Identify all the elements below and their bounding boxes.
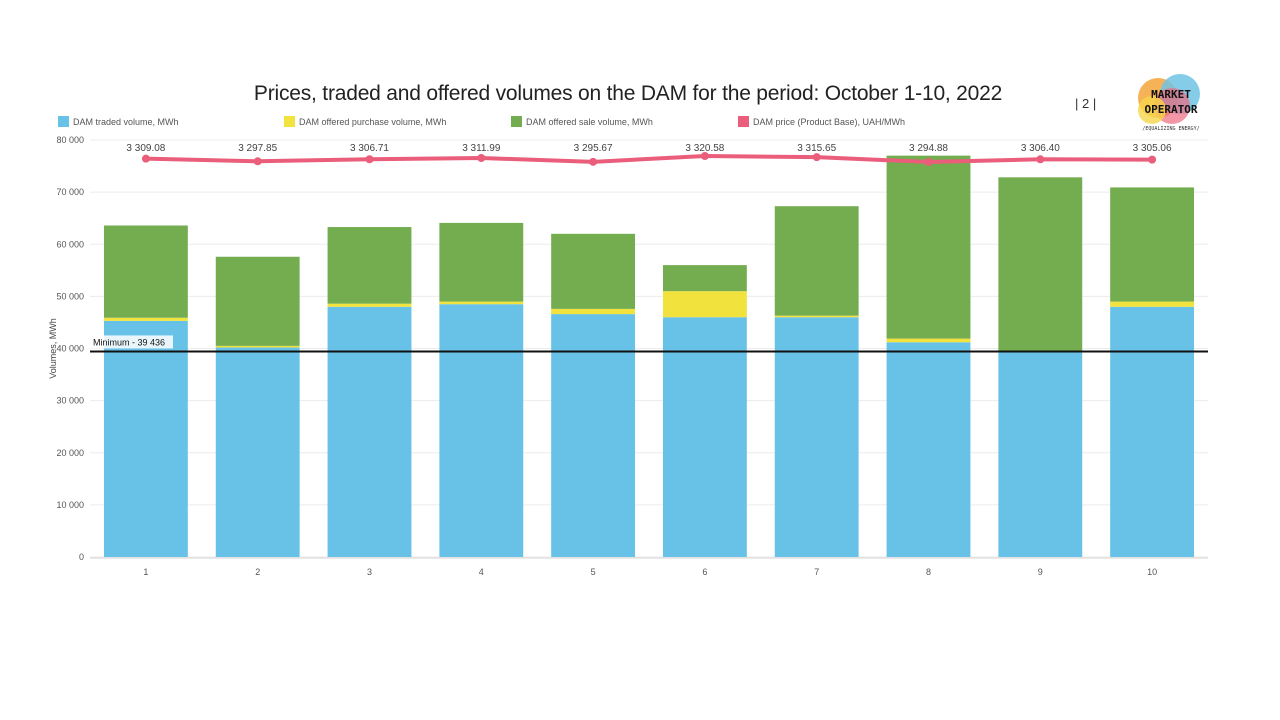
bar-segment-sale <box>551 233 636 309</box>
bar-segment-sale <box>1110 187 1195 302</box>
price-label: 3 295.67 <box>574 143 613 154</box>
bar-segment-traded <box>1110 306 1195 557</box>
bar-segment-sale <box>327 227 412 304</box>
price-point <box>589 157 598 166</box>
y-tick-label: 50 000 <box>56 291 84 301</box>
price-point <box>141 154 150 163</box>
legend-swatch <box>511 116 522 127</box>
legend-item-price: DAM price (Product Base), UAH/MWh <box>738 116 905 127</box>
y-tick-label: 20 000 <box>56 448 84 458</box>
legend-label: DAM traded volume, MWh <box>73 116 179 127</box>
price-label: 3 320.58 <box>685 143 724 154</box>
y-tick-label: 30 000 <box>56 396 84 406</box>
bar-segment-sale <box>662 265 747 292</box>
x-tick-label: 6 <box>702 567 707 577</box>
bar-segment-traded <box>998 351 1083 557</box>
minimum-label: Minimum - 39 436 <box>93 337 165 347</box>
x-tick-label: 8 <box>926 567 931 577</box>
bar-segment-sale <box>998 177 1083 352</box>
x-tick-label: 3 <box>367 567 372 577</box>
bar-segment-sale <box>886 155 971 339</box>
bar-segment-purchase <box>886 338 971 343</box>
x-tick-label: 4 <box>479 567 484 577</box>
bar-segment-purchase <box>103 317 188 321</box>
bar-segment-purchase <box>1110 301 1195 307</box>
price-point <box>700 152 709 160</box>
bar-segment-traded <box>439 304 524 557</box>
chart-legend: DAM traded volume, MWh DAM offered purch… <box>58 116 1058 132</box>
price-point <box>812 153 821 162</box>
price-point <box>1036 155 1045 164</box>
x-tick-label: 10 <box>1147 567 1157 577</box>
price-label: 3 305.06 <box>1133 143 1172 154</box>
price-label: 3 309.08 <box>126 143 165 154</box>
y-tick-label: 0 <box>79 552 84 562</box>
x-tick-label: 9 <box>1038 567 1043 577</box>
price-point <box>1148 155 1157 164</box>
bar-segment-purchase <box>551 308 636 315</box>
logo-line-2: OPERATOR <box>1145 103 1198 116</box>
price-point <box>924 158 933 166</box>
y-axis-label: Volumes, MWh <box>48 318 58 379</box>
bar-segment-traded <box>662 317 747 557</box>
legend-label: DAM offered sale volume, MWh <box>526 116 653 127</box>
price-label: 3 306.71 <box>350 143 389 154</box>
legend-swatch <box>738 116 749 127</box>
y-tick-label: 60 000 <box>56 239 84 249</box>
bar-segment-traded <box>327 306 412 557</box>
y-tick-label: 70 000 <box>56 187 84 197</box>
x-tick-label: 2 <box>255 567 260 577</box>
y-tick-label: 80 000 <box>56 135 84 145</box>
bar-segment-purchase <box>439 301 524 305</box>
x-tick-label: 1 <box>143 567 148 577</box>
price-label: 3 315.65 <box>797 143 836 154</box>
price-label: 3 294.88 <box>909 143 948 154</box>
logo-line-3: /EQUALIZING ENERGY/ <box>1142 126 1199 132</box>
bar-segment-traded <box>886 342 971 557</box>
bar-segment-traded <box>103 320 188 557</box>
chart-title: Prices, traded and offered volumes on th… <box>253 82 1003 105</box>
bar-segment-purchase <box>774 315 859 318</box>
price-point <box>365 155 374 164</box>
price-label: 3 297.85 <box>238 143 277 154</box>
legend-swatch <box>58 116 69 127</box>
bar-segment-purchase <box>327 303 412 307</box>
price-label: 3 311.99 <box>462 143 501 154</box>
legend-label: DAM price (Product Base), UAH/MWh <box>753 116 906 127</box>
y-tick-label: 40 000 <box>56 344 84 354</box>
minimum-label-bg <box>91 335 173 349</box>
bar-segment-traded <box>774 317 859 557</box>
bar-segment-purchase <box>662 291 747 318</box>
bar-segment-traded <box>215 347 300 557</box>
bar-segment-sale <box>215 256 300 346</box>
price-point <box>477 154 486 163</box>
legend-item-traded: DAM traded volume, MWh <box>58 116 179 127</box>
legend-label: DAM offered purchase volume, MWh <box>299 116 447 127</box>
legend-item-sale: DAM offered sale volume, MWh <box>511 116 653 127</box>
legend-item-purchase: DAM offered purchase volume, MWh <box>284 116 446 127</box>
price-point <box>253 157 262 166</box>
price-line <box>145 154 1153 164</box>
bar-segment-purchase <box>215 345 300 348</box>
bar-segment-traded <box>551 314 636 557</box>
x-tick-label: 5 <box>591 567 596 577</box>
page-number: | 2 | <box>1075 96 1097 111</box>
y-tick-label: 10 000 <box>56 500 84 510</box>
bar-segment-sale <box>439 222 524 302</box>
market-operator-logo: MARKET OPERATOR /EQUALIZING ENERGY/ <box>1138 74 1200 132</box>
bar-segment-sale <box>103 225 188 318</box>
bar-segment-sale <box>774 206 859 316</box>
price-label: 3 306.40 <box>1021 143 1060 154</box>
legend-swatch <box>284 116 295 127</box>
logo-line-1: MARKET <box>1151 88 1191 101</box>
x-tick-label: 7 <box>814 567 819 577</box>
